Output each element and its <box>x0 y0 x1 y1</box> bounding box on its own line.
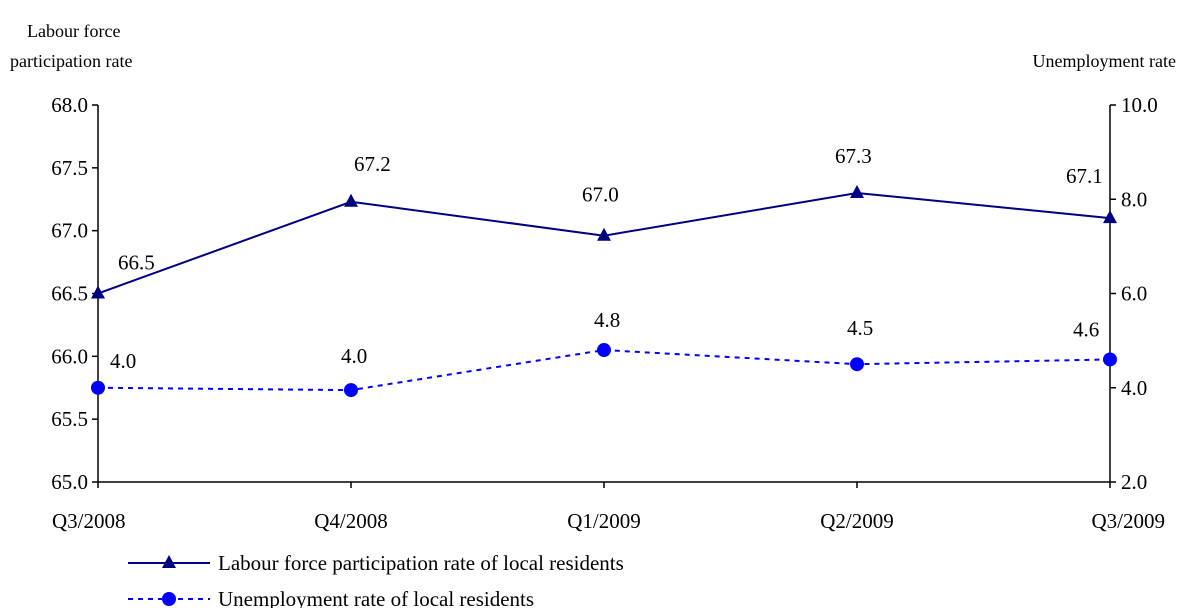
circle-marker <box>850 357 864 372</box>
series-line <box>97 191 1111 295</box>
x-axis-tick-label: Q3/2009 <box>1092 509 1166 533</box>
data-label: 4.8 <box>594 308 620 332</box>
circle-marker <box>597 343 611 358</box>
right-axis-tick-label: 8.0 <box>1121 187 1147 211</box>
circle-marker <box>1103 352 1117 367</box>
data-label: 4.0 <box>110 349 136 373</box>
legend-marker <box>162 592 176 606</box>
left-axis-title-line2: participation rate <box>10 51 132 71</box>
left-axis-tick-label: 66.0 <box>51 344 88 368</box>
left-axis-tick-label: 65.5 <box>51 407 88 431</box>
left-axis-tick-label: 67.0 <box>51 219 88 243</box>
triangle-marker <box>91 285 105 299</box>
right-axis-title: Unemployment rate <box>1033 51 1176 71</box>
right-axis-tick-label: 6.0 <box>1121 282 1147 306</box>
data-label: 66.5 <box>118 251 155 275</box>
data-label: 67.2 <box>354 152 391 176</box>
left-axis-tick-label: 68.0 <box>51 93 88 117</box>
x-axis-tick-label: Q1/2009 <box>567 509 641 533</box>
left-axis-tick-label: 66.5 <box>51 282 88 306</box>
legend-label: Labour force participation rate of local… <box>218 551 624 575</box>
legend-marker <box>162 555 176 568</box>
circle-marker <box>344 383 358 398</box>
data-label: 4.5 <box>847 316 873 340</box>
left-axis-tick-label: 67.5 <box>51 156 88 180</box>
right-axis-tick-label: 2.0 <box>1121 470 1147 494</box>
legend: Labour force participation rate of local… <box>128 551 624 608</box>
circle-marker <box>91 380 105 395</box>
data-label: 4.6 <box>1073 317 1099 341</box>
right-axis-tick-label: 10.0 <box>1121 93 1158 117</box>
legend-label: Unemployment rate of local residents <box>218 587 534 608</box>
triangle-marker <box>597 227 611 241</box>
data-label: 4.0 <box>341 344 367 368</box>
triangle-marker <box>850 184 864 198</box>
data-label: 67.3 <box>835 144 872 168</box>
left-axis-title-line1: Labour force <box>27 21 120 41</box>
triangle-marker <box>344 193 358 207</box>
left-axis-tick-label: 65.0 <box>51 470 88 494</box>
x-axis-tick-label: Q2/2009 <box>820 509 894 533</box>
triangle-marker <box>1103 210 1117 224</box>
x-axis-tick-label: Q3/2008 <box>52 509 126 533</box>
x-axis-tick-label: Q4/2008 <box>314 509 388 533</box>
series-layer: 66.5 67.2 67.0 67.3 67.1 4.0 4.0 4.8 4.5 4.6 <box>91 144 1117 398</box>
data-label: 67.1 <box>1066 164 1103 188</box>
right-axis-tick-label: 4.0 <box>1121 376 1147 400</box>
axes: 65.0 65.5 66.0 66.5 67.0 67.5 68.0 2.0 4.0 6.0 8.0… <box>51 93 1165 533</box>
data-label: 67.0 <box>582 183 619 207</box>
